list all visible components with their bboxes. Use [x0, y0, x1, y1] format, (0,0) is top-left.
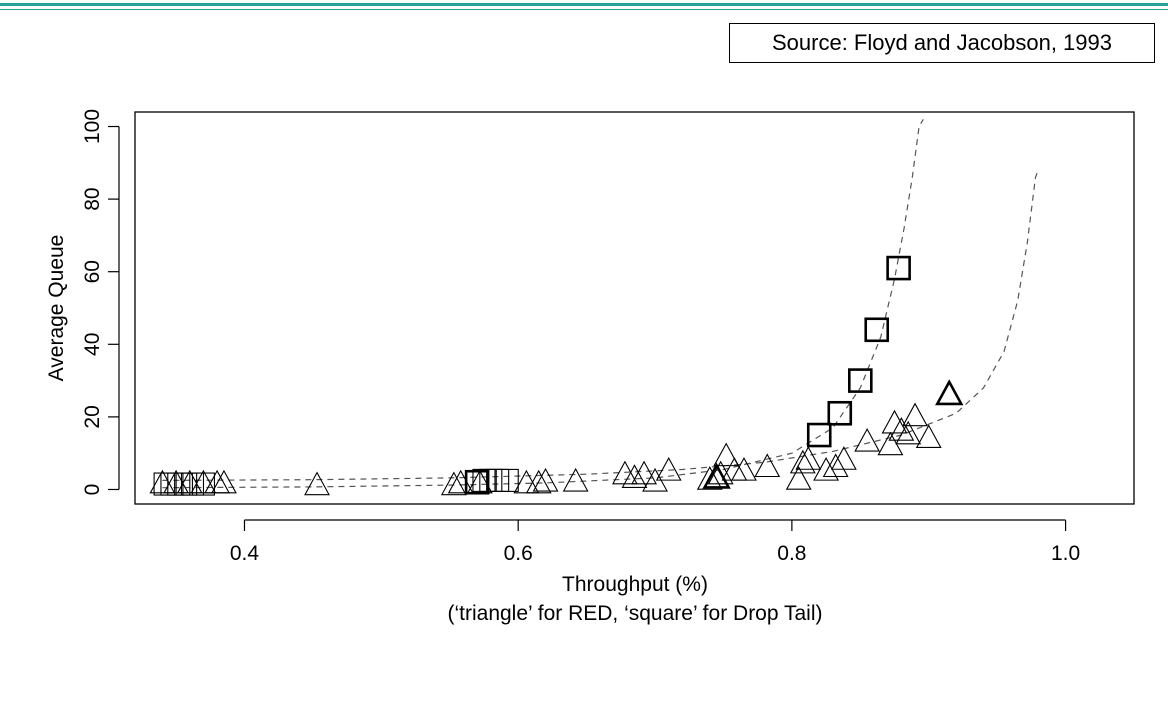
data-point-red [822, 453, 849, 478]
x-tick-label: 0.8 [777, 542, 806, 565]
source-citation: Source: Floyd and Jacobson, 1993 [729, 23, 1155, 63]
x-tick-label: 0.4 [230, 542, 260, 565]
data-point-droptail-bold [464, 469, 490, 495]
y-axis: 0 20 40 60 80 100 [81, 109, 120, 496]
fit-curve-1 [162, 118, 924, 489]
data-point-red [895, 420, 922, 445]
data-point-red [854, 427, 881, 452]
data-point-red [525, 469, 552, 494]
data-point-droptail [495, 468, 519, 492]
plot-frame [134, 111, 1135, 505]
data-point-red [631, 460, 658, 485]
top-accent-rule [0, 3, 1168, 6]
y-axis-label: Average Queue [45, 235, 68, 382]
data-point-droptail-bold [864, 317, 890, 343]
x-tick-label: 1.0 [1051, 542, 1080, 565]
data-point-red-bold [935, 379, 964, 406]
data-point-droptail [486, 468, 510, 492]
data-point-red [149, 469, 176, 494]
data-point-red [731, 456, 757, 481]
x-tick-label: 0.6 [504, 542, 533, 565]
data-point-red [754, 453, 781, 478]
x-axis: 0.4 0.6 0.8 1.0 [230, 519, 1080, 565]
data-point-red [211, 469, 237, 494]
data-point-red [902, 402, 928, 427]
data-point-red [304, 471, 330, 496]
data-point-red [562, 467, 589, 492]
data-point-red-bold [702, 462, 731, 489]
data-point-red [713, 442, 740, 467]
y-tick-label: 100 [81, 109, 104, 144]
y-tick-label: 20 [81, 405, 104, 428]
data-point-red [696, 466, 723, 490]
data-point-droptail-bold [886, 255, 911, 281]
data-point-red [830, 446, 857, 470]
data-point-red [888, 417, 915, 441]
y-tick-label: 40 [81, 333, 104, 356]
data-point-red [795, 446, 822, 470]
source-text: Source: Floyd and Jacobson, 1993 [771, 30, 1112, 55]
data-point-red [440, 471, 467, 496]
x-axis-label: Throughput (%) [562, 573, 708, 596]
data-point-red [655, 456, 682, 481]
y-tick-label: 0 [81, 484, 104, 496]
data-point-red [915, 424, 942, 449]
y-tick-label: 80 [81, 187, 104, 210]
data-point-droptail [191, 472, 215, 496]
data-point-red [881, 409, 908, 434]
data-point-droptail-bold [806, 422, 832, 448]
data-point-droptail [479, 468, 503, 492]
data-point-red [789, 449, 816, 474]
data-points [149, 255, 964, 496]
data-point-red [621, 464, 648, 488]
top-accent-rule-thin [0, 9, 1168, 10]
data-point-droptail-bold [827, 400, 853, 426]
fit-curve-2 [162, 169, 1039, 481]
data-point-droptail-bold [848, 368, 873, 393]
data-point-droptail [472, 468, 496, 492]
x-axis-note: (‘triangle’ for RED, ‘square’ for Drop T… [447, 602, 822, 625]
y-tick-label: 60 [81, 260, 104, 283]
data-point-red [532, 467, 559, 492]
data-point-red [785, 466, 812, 490]
